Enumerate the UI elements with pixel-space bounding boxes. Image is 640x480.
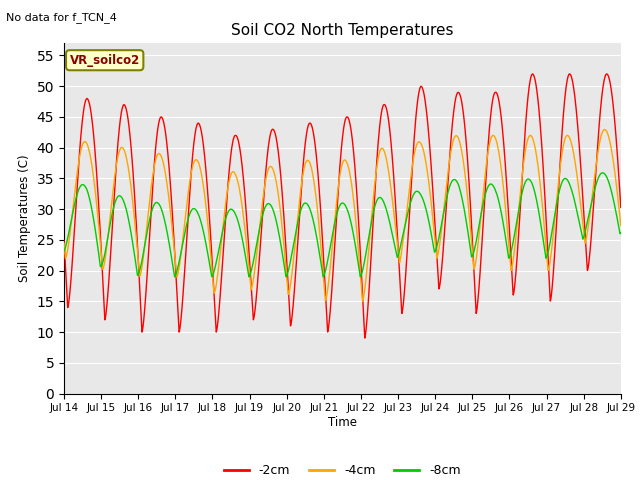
X-axis label: Time: Time [328, 416, 357, 429]
Text: No data for f_TCN_4: No data for f_TCN_4 [6, 12, 117, 23]
Y-axis label: Soil Temperatures (C): Soil Temperatures (C) [18, 155, 31, 282]
Legend: -2cm, -4cm, -8cm: -2cm, -4cm, -8cm [219, 459, 466, 480]
Title: Soil CO2 North Temperatures: Soil CO2 North Temperatures [231, 23, 454, 38]
Text: VR_soilco2: VR_soilco2 [70, 54, 140, 67]
